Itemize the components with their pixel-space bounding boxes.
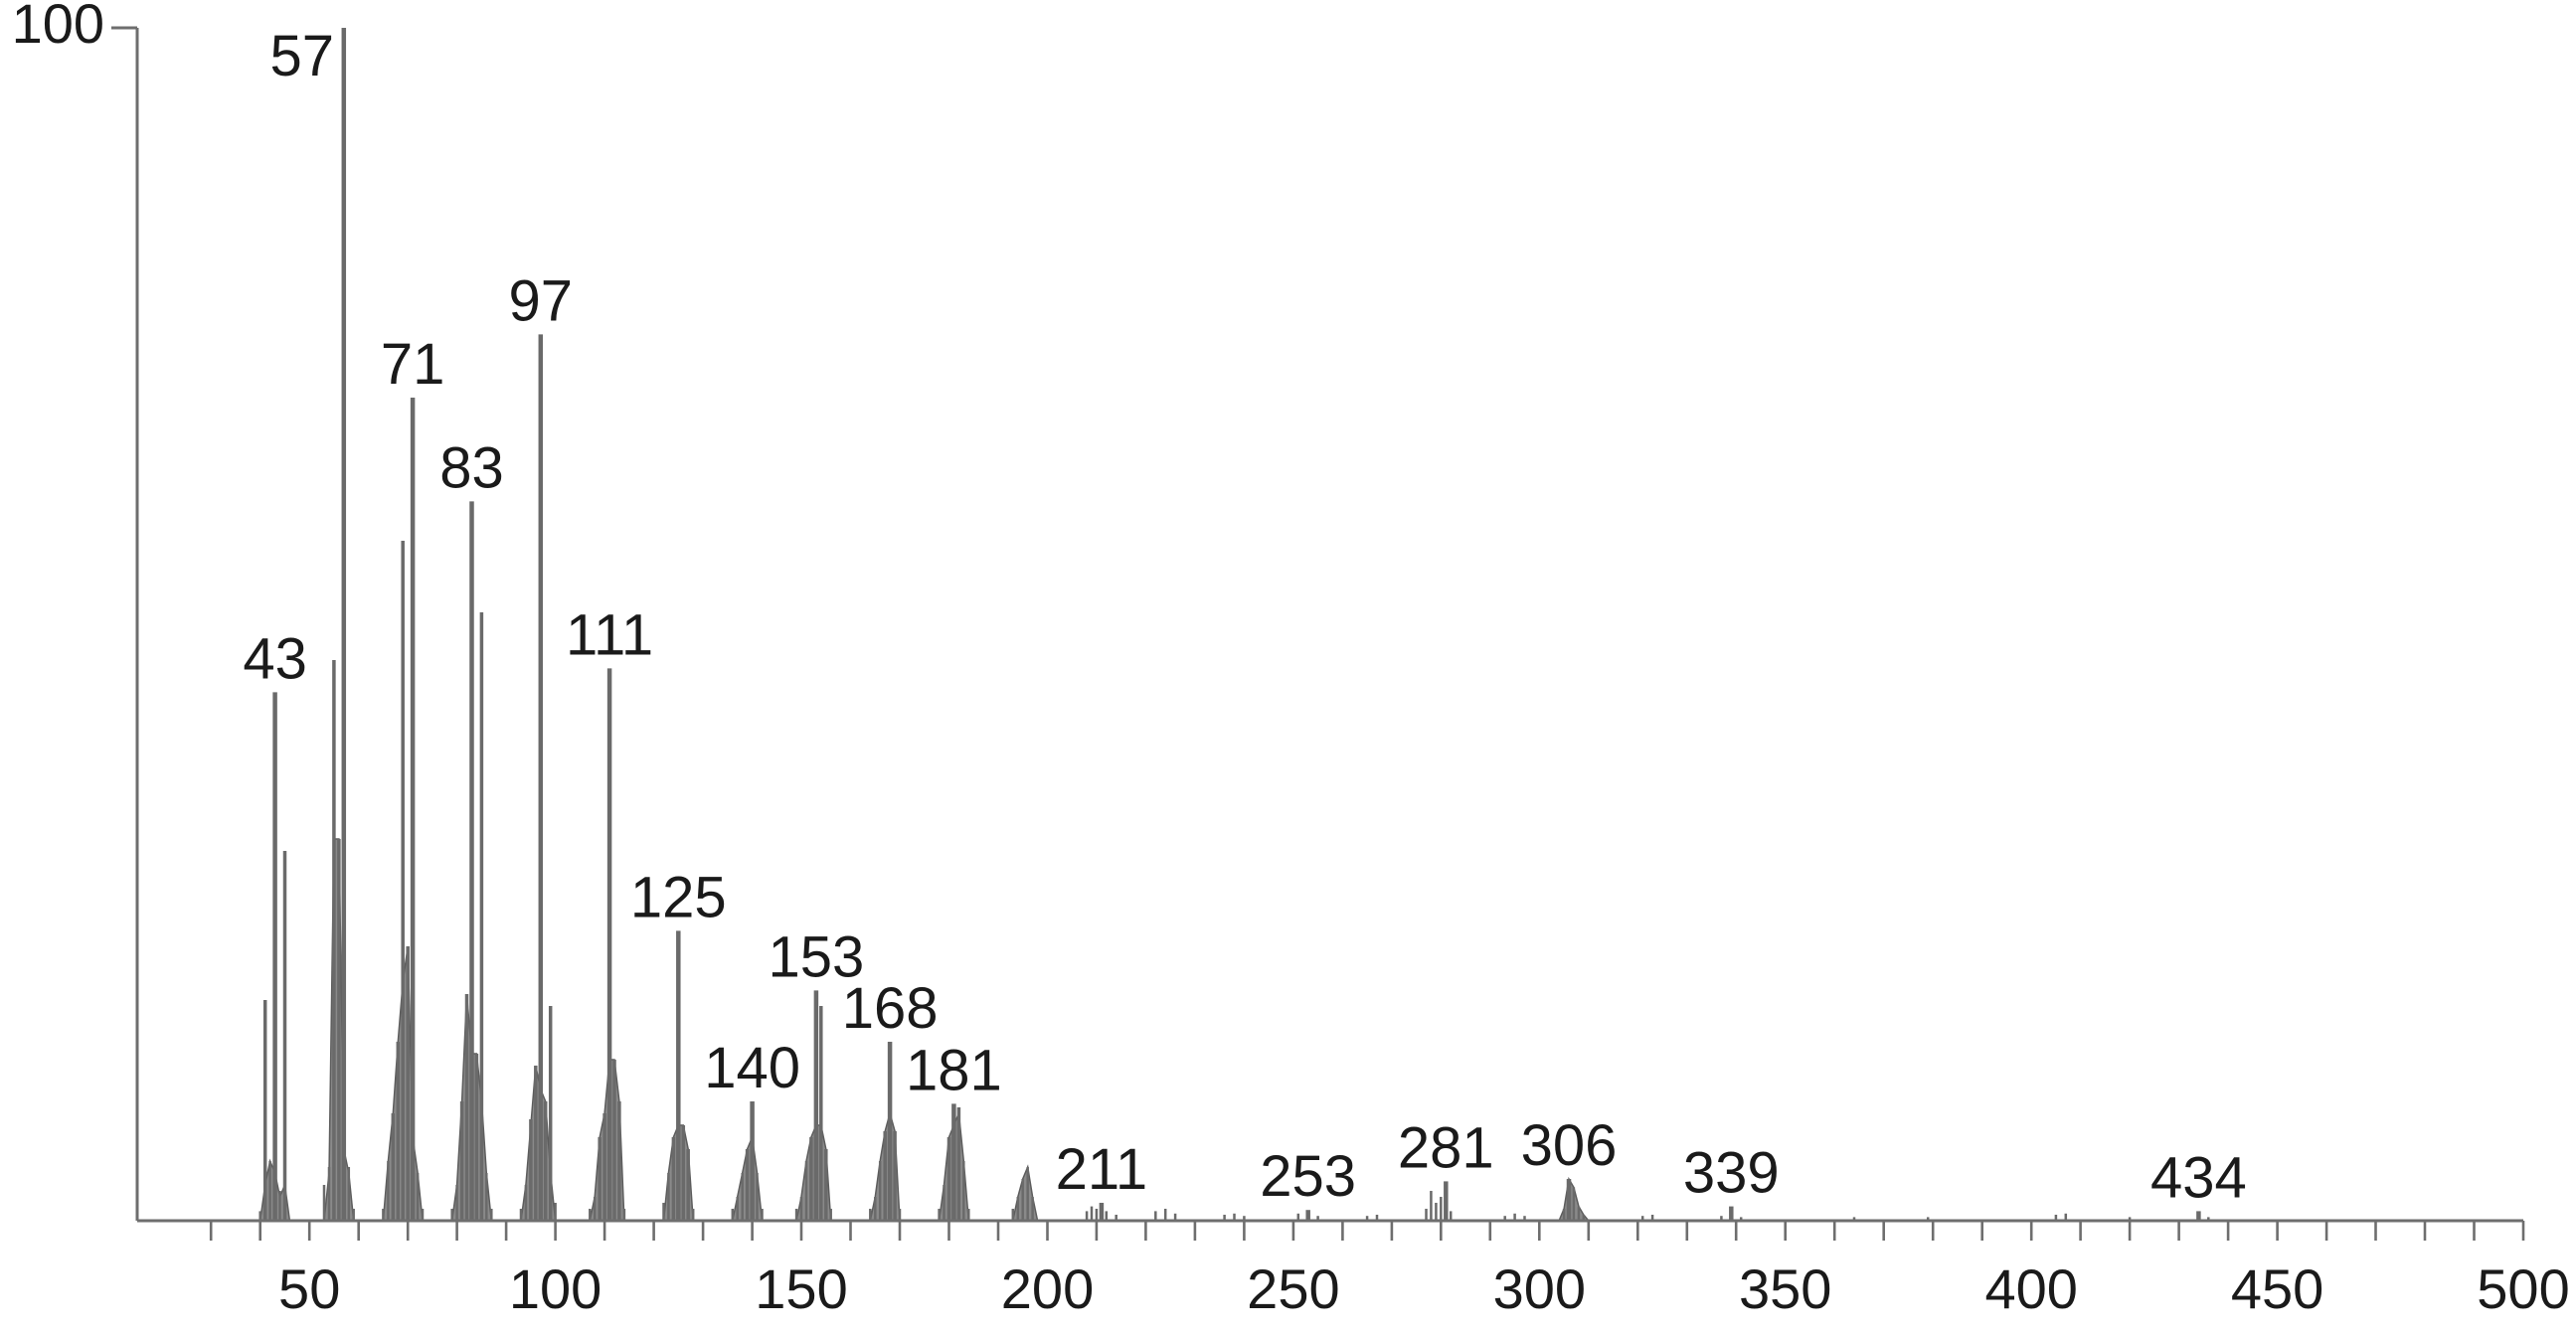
x-tick-label-200: 200 (1001, 1257, 1094, 1320)
x-tick-label-400: 400 (1984, 1257, 2077, 1320)
peak-label-83: 83 (439, 435, 504, 500)
peak-label-71: 71 (381, 332, 445, 397)
peak-label-253: 253 (1260, 1144, 1356, 1209)
peak-cluster-193 (1011, 1164, 1039, 1222)
peak-label-57: 57 (270, 24, 335, 88)
peak-label-434: 434 (2150, 1145, 2247, 1210)
peak-label-181: 181 (906, 1038, 1002, 1102)
axes (111, 26, 2523, 1223)
peak-label-125: 125 (630, 865, 727, 929)
peak-label-281: 281 (1398, 1115, 1494, 1180)
peak-layer (258, 28, 2210, 1221)
x-tick-label-450: 450 (2231, 1257, 2323, 1320)
x-tick-label-50: 50 (278, 1257, 340, 1320)
peak-label-111: 111 (566, 602, 653, 667)
x-tick-label-350: 350 (1739, 1257, 1831, 1320)
x-tick-label-250: 250 (1247, 1257, 1339, 1320)
peak-label-339: 339 (1683, 1141, 1780, 1206)
peak-label-168: 168 (842, 976, 939, 1041)
x-tick-layer: 50 100 150 200 250 300 350 400 450 500 (209, 1221, 2570, 1320)
y-tick-label-100: 100 (12, 0, 104, 55)
x-tick-label-100: 100 (509, 1257, 601, 1320)
x-tick-label-500: 500 (2477, 1257, 2569, 1320)
peak-label-43: 43 (243, 626, 307, 691)
peak-label-140: 140 (704, 1036, 800, 1100)
peak-label-153: 153 (769, 924, 865, 989)
peak-label-97: 97 (509, 268, 574, 333)
x-tick-label-150: 150 (755, 1257, 847, 1320)
x-tick-label-300: 300 (1493, 1257, 1586, 1320)
peak-label-306: 306 (1521, 1113, 1618, 1178)
peak-label-211: 211 (1056, 1137, 1147, 1202)
